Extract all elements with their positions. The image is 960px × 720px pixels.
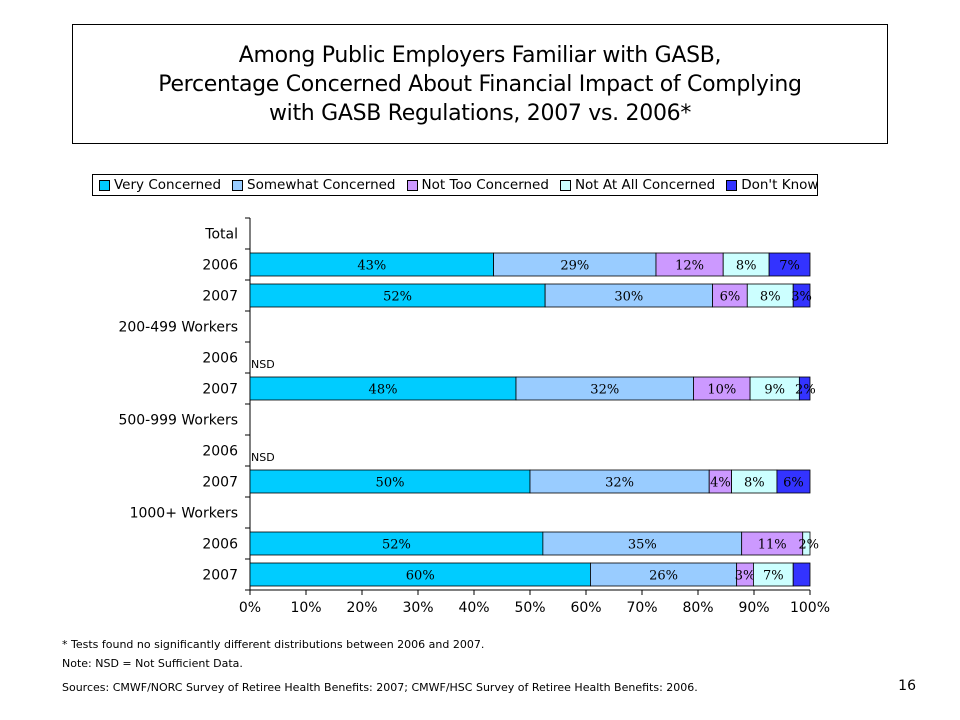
- x-tick-label: 50%: [514, 600, 545, 616]
- legend-item: Not At All Concerned: [559, 177, 716, 193]
- legend-swatch: [406, 179, 418, 191]
- bar-data-label: 4%: [710, 476, 731, 491]
- bar-data-label: 32%: [605, 476, 634, 491]
- bar-data-label: 12%: [675, 259, 704, 274]
- chart-title-line-2: Percentage Concerned About Financial Imp…: [158, 71, 802, 97]
- row-label: 1000+ Workers: [130, 506, 238, 522]
- row-label: 2006: [202, 537, 238, 553]
- bar-data-label: 29%: [560, 259, 589, 274]
- row-label: 2007: [202, 475, 238, 491]
- footnote-sources: Sources: CMWF/NORC Survey of Retiree Hea…: [62, 681, 698, 694]
- bar-data-label: 6%: [720, 290, 741, 305]
- bar-data-label: 8%: [760, 290, 781, 305]
- bar-data-label: 7%: [763, 569, 784, 584]
- row-label: 2007: [202, 382, 238, 398]
- bar-data-label: 6%: [783, 476, 804, 491]
- bar-segment: [776, 469, 811, 494]
- bar-data-label: 2%: [798, 538, 819, 553]
- bar-data-label: 52%: [383, 290, 412, 305]
- legend-item: Don't Know: [726, 177, 818, 193]
- bar-data-label: 48%: [369, 383, 398, 398]
- legend-label: Somewhat Concerned: [247, 177, 396, 193]
- legend-item: Not Too Concerned: [406, 177, 549, 193]
- x-tick-label: 60%: [570, 600, 601, 616]
- nsd-note: NSD: [251, 451, 275, 464]
- bar-data-label: 60%: [406, 569, 435, 584]
- bar-data-label: 11%: [758, 538, 787, 553]
- bar-data-label: 2%: [795, 383, 816, 398]
- x-tick-label: 10%: [290, 600, 321, 616]
- legend-swatch: [559, 179, 571, 191]
- x-tick-label: 90%: [738, 600, 769, 616]
- bar-data-label: 32%: [590, 383, 619, 398]
- bar-data-label: 52%: [382, 538, 411, 553]
- bar-segment: [802, 531, 811, 556]
- bar-segment: [798, 376, 811, 401]
- chart-title-line-1: Among Public Employers Familiar with GAS…: [238, 42, 722, 68]
- legend-label: Don't Know: [741, 177, 819, 193]
- row-label: Total: [204, 227, 238, 243]
- x-tick-label: 40%: [458, 600, 489, 616]
- row-label: 2007: [202, 289, 238, 305]
- bar-data-label: 8%: [736, 259, 757, 274]
- row-label: 2006: [202, 444, 238, 460]
- nsd-note: NSD: [251, 358, 275, 371]
- row-label: 2006: [202, 351, 238, 367]
- bar-data-label: 8%: [744, 476, 765, 491]
- bar-data-label: 43%: [357, 259, 386, 274]
- footnote-tests: * Tests found no significantly different…: [62, 638, 485, 651]
- footnote-nsd: Note: NSD = Not Sufficient Data.: [62, 657, 243, 670]
- bar-segment: [792, 283, 811, 308]
- legend-swatch: [726, 179, 738, 191]
- row-label: 2007: [202, 568, 238, 584]
- legend-label: Very Concerned: [114, 177, 222, 193]
- legend-swatch: [232, 179, 244, 191]
- x-tick-label: 20%: [346, 600, 377, 616]
- bar-data-label: 3%: [791, 290, 812, 305]
- bar-data-label: 10%: [707, 383, 736, 398]
- bar-data-label: 35%: [628, 538, 657, 553]
- legend-item: Very Concerned: [99, 177, 221, 193]
- bar-data-label: 3%: [735, 569, 756, 584]
- legend-label: Not At All Concerned: [574, 177, 716, 193]
- x-tick-label: 70%: [626, 600, 657, 616]
- x-tick-label: 30%: [402, 600, 433, 616]
- bar-segment: [792, 562, 811, 587]
- bar-data-label: 7%: [779, 259, 800, 274]
- row-label: 2006: [202, 258, 238, 274]
- x-tick-label: 80%: [682, 600, 713, 616]
- legend-label: Not Too Concerned: [421, 177, 549, 193]
- bar-data-label: 26%: [649, 569, 678, 584]
- chart-legend: Very Concerned Somewhat Concerned Not Too …: [92, 174, 818, 196]
- x-tick-label: 0%: [239, 600, 261, 616]
- bar-segment: [768, 252, 811, 277]
- bar-data-label: 30%: [614, 290, 643, 305]
- chart-title-line-3: with GASB Regulations, 2007 vs. 2006*: [268, 100, 692, 126]
- legend-item: Somewhat Concerned: [232, 177, 396, 193]
- row-label: 500-999 Workers: [118, 413, 238, 429]
- bar-data-label: 50%: [376, 476, 405, 491]
- bar-data-label: 9%: [764, 383, 785, 398]
- page-number: 16: [898, 678, 916, 694]
- chart-title-box: Among Public Employers Familiar with GAS…: [72, 24, 888, 144]
- row-label: 200-499 Workers: [118, 320, 238, 336]
- legend-swatch: [99, 179, 110, 191]
- x-tick-label: 100%: [790, 600, 830, 616]
